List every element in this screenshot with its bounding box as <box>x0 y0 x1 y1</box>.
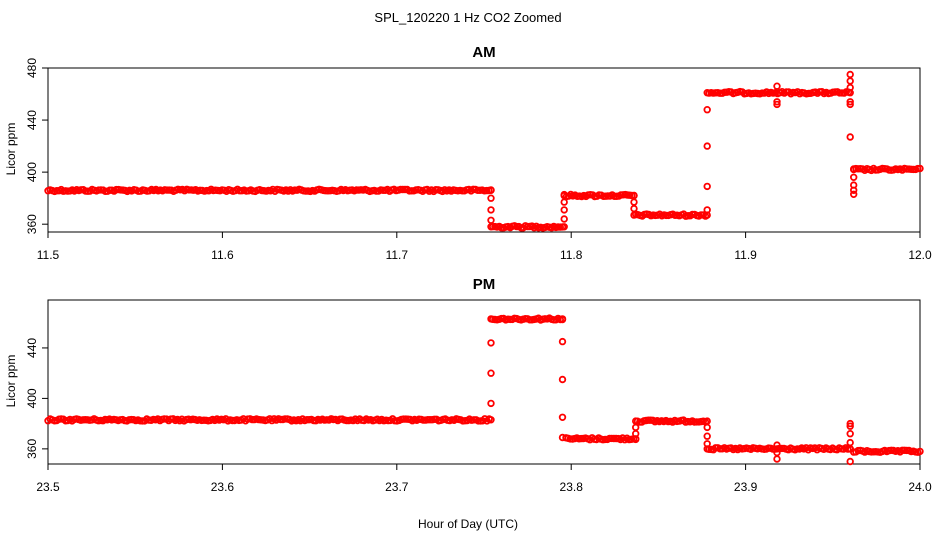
am-transition-point <box>703 206 711 214</box>
pm-transition-point <box>487 399 495 408</box>
am-transition-point <box>850 181 858 189</box>
pm-transition-point <box>487 339 495 347</box>
pm-transition-point <box>846 430 854 438</box>
am-transition-point <box>560 223 568 231</box>
pm-transition-point <box>703 423 711 432</box>
am-transition-point <box>560 198 568 206</box>
am-y-tick-label: 480 <box>25 58 39 78</box>
pm-data-points <box>44 314 924 466</box>
pm-data-point <box>916 447 924 456</box>
am-transition-point <box>846 133 854 141</box>
am-x-tick-label: 11.5 <box>37 248 60 262</box>
am-y-tick-label: 360 <box>25 214 39 234</box>
am-transition-point <box>630 211 638 219</box>
am-plot-frame <box>47 67 921 233</box>
am-x-tick-label: 12.0 <box>908 248 932 262</box>
pm-transition-point <box>773 455 781 463</box>
am-transition-point <box>560 206 568 214</box>
pm-transition-point <box>632 417 640 425</box>
am-transition-point <box>630 198 638 206</box>
am-transition-point <box>487 216 495 224</box>
am-panel: AM Licor ppm 11.5 11.6 11.7 11.8 11.9 12.0 360… <box>4 44 932 262</box>
pm-transition-point <box>846 457 854 466</box>
pm-transition-point <box>558 315 567 323</box>
am-transition-point <box>703 182 711 191</box>
pm-transition-point <box>703 432 711 440</box>
am-transition-point <box>846 83 854 92</box>
am-x-tick-label: 11.6 <box>211 248 234 262</box>
am-panel-title: AM <box>472 44 495 61</box>
pm-transition-point <box>632 423 640 432</box>
pm-transition-point <box>558 337 567 346</box>
am-y-tick-label: 400 <box>25 162 39 182</box>
am-data-point <box>916 164 924 173</box>
pm-transition-point <box>487 369 495 377</box>
am-transition-point <box>487 223 495 231</box>
pm-transition-point <box>632 430 640 438</box>
pm-y-tick-label: 400 <box>25 388 39 408</box>
pm-transition-point <box>773 448 781 457</box>
pm-transition-point <box>487 416 495 424</box>
am-transition-point <box>773 98 781 106</box>
am-transition-point <box>487 206 495 214</box>
pm-transition-point <box>846 438 854 447</box>
am-transition-point <box>560 191 568 200</box>
pm-x-tick-label: 23.7 <box>385 480 409 494</box>
am-transition-point <box>487 194 495 202</box>
pm-y-tick-label: 360 <box>25 439 39 459</box>
am-x-tick-label: 11.7 <box>386 248 409 262</box>
am-transition-point <box>560 215 568 223</box>
am-transition-point <box>487 186 495 194</box>
am-transition-point <box>846 100 854 109</box>
am-y-axis-label: Licor ppm <box>4 123 18 176</box>
pm-transition-point <box>773 441 781 449</box>
pm-transition-point <box>846 445 854 453</box>
am-transition-point <box>846 77 854 85</box>
pm-x-tick-label: 23.6 <box>211 480 235 494</box>
pm-y-tick-label: 440 <box>25 338 39 358</box>
am-transition-point <box>773 100 781 109</box>
pm-panel: PM Licor ppm 23.5 23.6 23.7 23.8 23.9 24.0 360… <box>4 276 932 494</box>
pm-x-tick-label: 23.8 <box>560 480 584 494</box>
pm-transition-point <box>558 433 567 442</box>
pm-transition-point <box>558 413 567 421</box>
figure-title: SPL_120220 1 Hz CO2 Zoomed <box>374 10 561 25</box>
pm-plot-frame <box>47 299 921 465</box>
pm-x-tick-label: 23.9 <box>734 480 758 494</box>
am-transition-point <box>850 165 858 174</box>
am-transition-point <box>846 98 854 106</box>
pm-transition-point <box>846 422 854 430</box>
pm-panel-title: PM <box>473 276 496 293</box>
am-transition-point <box>846 70 854 79</box>
pm-transition-point <box>487 315 495 323</box>
am-transition-point <box>703 105 711 114</box>
am-data-points <box>44 70 924 232</box>
am-transition-point <box>850 190 858 198</box>
am-transition-point <box>703 142 711 150</box>
am-transition-point <box>630 204 638 213</box>
pm-x-tick-label: 24.0 <box>908 480 932 494</box>
figure-x-axis-label: Hour of Day (UTC) <box>418 517 518 531</box>
pm-x-tick-label: 23.5 <box>36 480 60 494</box>
am-x-tick-label: 11.9 <box>734 248 757 262</box>
pm-y-axis-label: Licor ppm <box>4 355 18 408</box>
pm-transition-point <box>558 375 567 384</box>
pm-transition-point <box>703 445 711 453</box>
am-transition-point <box>850 173 858 181</box>
pm-transition-point <box>846 419 854 428</box>
am-transition-point <box>703 88 711 97</box>
am-y-tick-label: 440 <box>25 110 39 130</box>
am-transition-point <box>773 82 781 90</box>
am-x-tick-label: 11.8 <box>560 248 583 262</box>
